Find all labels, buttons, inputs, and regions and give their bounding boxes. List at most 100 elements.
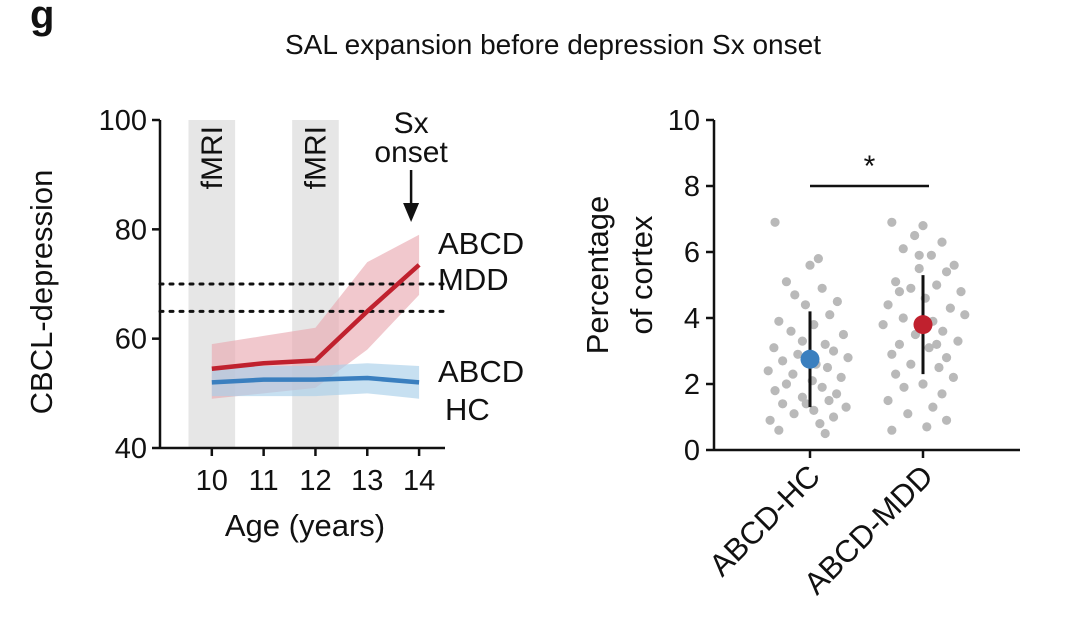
panel-label: g bbox=[30, 0, 54, 37]
x-axis-label: Age (years) bbox=[225, 508, 385, 543]
point-abcd-mdd-38 bbox=[941, 415, 952, 425]
point-abcd-mdd-26 bbox=[887, 349, 897, 359]
point-abcd-mdd-30 bbox=[891, 369, 901, 379]
point-abcd-hc-25 bbox=[836, 372, 846, 382]
dot-y-axis-label-line2: of cortex bbox=[624, 215, 659, 334]
point-abcd-hc-1 bbox=[770, 217, 780, 227]
x-tick-label-11: 11 bbox=[249, 465, 279, 497]
line-chart-axes bbox=[152, 118, 445, 456]
point-abcd-mdd-17 bbox=[960, 310, 970, 320]
point-abcd-mdd-24 bbox=[894, 339, 905, 349]
sx-onset-label-line2: onset bbox=[374, 136, 448, 169]
point-abcd-mdd-15 bbox=[883, 300, 893, 310]
series-label-hc-line2: HC bbox=[445, 392, 490, 427]
point-abcd-mdd-20 bbox=[878, 320, 888, 330]
point-abcd-hc-5 bbox=[817, 283, 827, 293]
point-abcd-mdd-16 bbox=[945, 303, 955, 313]
point-abcd-hc-7 bbox=[832, 296, 842, 307]
point-abcd-hc-2 bbox=[813, 254, 823, 264]
point-abcd-hc-12 bbox=[786, 326, 796, 336]
mean-abcd-mdd bbox=[913, 315, 933, 335]
point-abcd-hc-16 bbox=[769, 343, 779, 353]
point-abcd-hc-41 bbox=[820, 428, 830, 439]
point-abcd-hc-39 bbox=[815, 419, 825, 429]
point-abcd-mdd-39 bbox=[922, 422, 932, 432]
dot-y-tick-label-2: 2 bbox=[684, 369, 700, 401]
line-chart-labels: fMRI fMRI 40 60 80 100 10 11 12 13 14 Age (years) CB… bbox=[24, 105, 524, 543]
point-abcd-mdd-7 bbox=[949, 260, 959, 270]
point-abcd-hc-23 bbox=[763, 366, 773, 376]
y-tick-label-60: 60 bbox=[115, 324, 147, 356]
point-abcd-mdd-42 bbox=[932, 339, 942, 349]
point-abcd-mdd-36 bbox=[928, 402, 938, 412]
point-abcd-hc-34 bbox=[841, 402, 851, 412]
x-tick-label-12: 12 bbox=[299, 465, 331, 497]
point-abcd-mdd-25 bbox=[924, 343, 934, 353]
point-abcd-mdd-2 bbox=[918, 221, 928, 231]
figure-title: SAL expansion before depression Sx onset bbox=[285, 29, 821, 60]
point-abcd-hc-17 bbox=[828, 346, 839, 356]
line-chart: fMRI fMRI 40 60 80 100 10 11 12 13 14 Age (years) CB… bbox=[24, 105, 524, 543]
point-abcd-mdd-35 bbox=[883, 395, 893, 406]
point-abcd-mdd-33 bbox=[899, 382, 909, 392]
point-abcd-mdd-40 bbox=[887, 425, 897, 435]
point-abcd-mdd-34 bbox=[937, 389, 947, 399]
series-lines bbox=[211, 263, 421, 385]
point-abcd-hc-35 bbox=[809, 405, 819, 415]
point-abcd-hc-9 bbox=[825, 310, 835, 320]
point-abcd-mdd-29 bbox=[934, 362, 944, 373]
point-abcd-mdd-27 bbox=[941, 353, 952, 363]
point-abcd-hc-19 bbox=[843, 353, 853, 363]
dot-y-tick-label-6: 6 bbox=[684, 237, 700, 269]
band-mdd bbox=[211, 234, 420, 399]
point-abcd-mdd-37 bbox=[903, 409, 913, 419]
dot-plot-axes bbox=[706, 118, 1020, 458]
x-tick-label-14: 14 bbox=[403, 465, 435, 497]
point-abcd-mdd-4 bbox=[937, 237, 947, 247]
point-abcd-mdd-13 bbox=[956, 287, 966, 297]
line-hc bbox=[211, 375, 420, 385]
y-axis-label: CBCL-depression bbox=[24, 170, 59, 415]
point-abcd-hc-15 bbox=[820, 339, 830, 349]
point-abcd-hc-24 bbox=[788, 369, 798, 379]
point-abcd-hc-8 bbox=[800, 300, 811, 310]
significance-star: * bbox=[864, 150, 876, 183]
point-abcd-mdd-28 bbox=[906, 359, 916, 369]
threshold-reference-lines bbox=[158, 282, 447, 313]
point-abcd-mdd-31 bbox=[948, 372, 959, 382]
dot-y-axis-label-line1: Percentage bbox=[580, 196, 615, 355]
point-abcd-hc-38 bbox=[765, 415, 775, 425]
x-tick-label-10: 10 bbox=[196, 465, 228, 497]
mean-abcd-hc bbox=[800, 349, 820, 369]
series-label-hc-line1: ABCD bbox=[438, 354, 524, 389]
dot-y-tick-label-0: 0 bbox=[684, 435, 700, 467]
fmri-label-1: fMRI bbox=[196, 126, 229, 189]
onset-arrow-head bbox=[403, 203, 420, 222]
x-tick-label-13: 13 bbox=[351, 465, 383, 497]
y-tick-label-100: 100 bbox=[99, 105, 147, 137]
point-abcd-mdd-5 bbox=[898, 244, 908, 254]
point-abcd-hc-30 bbox=[832, 389, 842, 399]
point-abcd-hc-27 bbox=[781, 379, 792, 389]
fmri-label-2: fMRI bbox=[299, 126, 332, 189]
point-abcd-mdd-12 bbox=[906, 283, 916, 293]
point-abcd-mdd-32 bbox=[918, 379, 928, 389]
point-abcd-hc-3 bbox=[805, 260, 815, 270]
dot-y-tick-label-8: 8 bbox=[684, 171, 700, 203]
dot-y-tick-label-4: 4 bbox=[684, 303, 700, 335]
point-abcd-hc-28 bbox=[817, 382, 827, 392]
point-abcd-hc-4 bbox=[781, 277, 792, 287]
individual-points bbox=[763, 217, 970, 439]
point-abcd-hc-10 bbox=[774, 316, 784, 326]
point-abcd-mdd-9 bbox=[941, 267, 952, 277]
point-abcd-hc-36 bbox=[789, 409, 799, 419]
point-abcd-mdd-43 bbox=[914, 250, 924, 260]
point-abcd-mdd-10 bbox=[891, 277, 901, 287]
point-abcd-mdd-41 bbox=[894, 287, 905, 297]
sx-onset-label-line1: Sx bbox=[394, 107, 429, 140]
y-tick-label-80: 80 bbox=[115, 214, 147, 246]
group-summaries bbox=[800, 275, 933, 408]
